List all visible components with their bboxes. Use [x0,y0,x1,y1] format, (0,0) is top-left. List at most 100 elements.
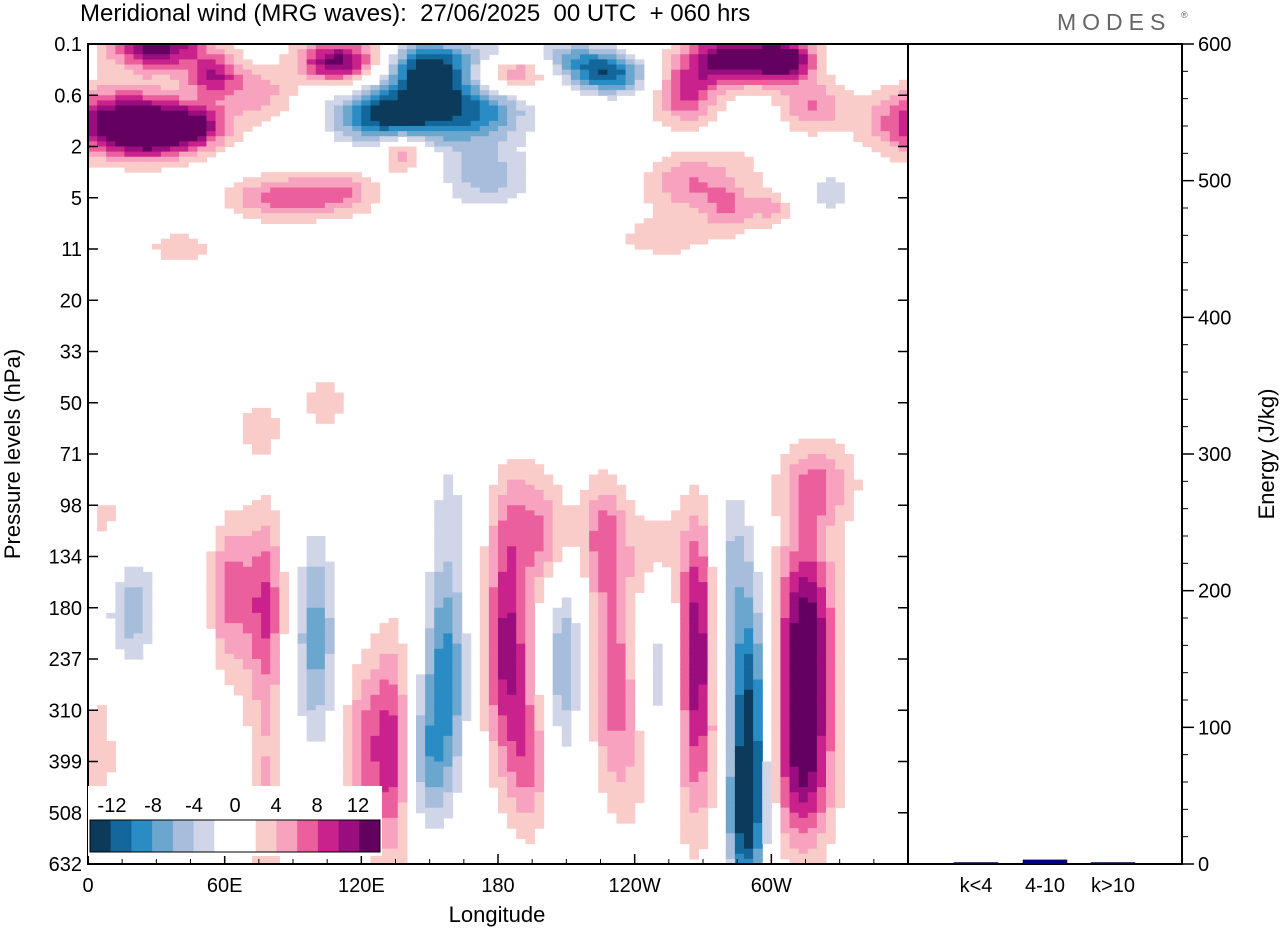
field-cell [434,725,444,732]
field-cell [388,689,399,696]
field-cell [334,407,344,414]
field-cell [434,525,444,532]
field-cell [780,202,791,209]
field-cell [88,90,98,96]
field-cell [734,694,745,701]
field-cell [807,44,818,50]
field-cell [762,817,772,824]
field-cell [461,141,472,148]
field-cell [689,674,700,681]
field-cell [261,536,271,542]
field-cell [443,643,454,650]
field-cell [133,85,144,91]
field-cell [115,141,126,148]
field-cell [652,541,663,547]
field-cell [753,54,763,60]
field-cell [570,69,581,76]
field-cell [744,797,754,804]
field-cell [343,126,353,132]
field-cell [315,587,326,593]
field-cell [507,782,517,788]
field-cell [789,582,800,588]
field-cell [634,536,645,542]
field-cell [261,192,271,199]
field-cell [753,705,763,711]
field-cell [634,787,645,793]
field-cell [598,495,608,501]
field-cell [507,694,517,701]
field-cell [461,177,472,183]
field-cell [671,59,681,66]
field-cell [315,49,326,55]
field-cell [179,59,189,66]
field-cell [753,218,763,224]
field-cell [525,525,536,532]
field-cell [625,689,636,696]
field-cell [124,54,135,60]
field-cell [698,817,709,824]
field-cell [224,126,235,132]
field-cell [425,720,435,727]
field-cell [488,664,499,670]
field-cell [498,623,508,629]
field-cell [525,710,536,716]
field-cell [689,730,700,737]
field-cell [315,577,326,583]
field-cell [461,674,472,681]
field-cell [689,223,700,230]
field-cell [461,638,472,645]
field-cell [634,74,645,81]
field-cell [525,715,536,722]
field-cell [379,105,390,112]
field-cell [425,771,435,778]
field-cell [580,49,590,55]
field-cell [698,79,709,86]
field-cell [252,592,262,599]
field-cell [689,510,700,517]
field-cell [716,85,727,91]
field-cell [115,105,126,112]
field-cell [798,566,809,573]
field-cell [279,187,290,194]
field-cell [343,172,353,178]
field-cell [616,674,627,681]
field-cell [388,710,399,716]
field-cell [662,156,672,163]
field-cell [753,730,763,737]
field-cell [361,59,372,66]
field-cell [279,213,290,219]
field-cell [771,694,782,701]
field-cell [106,44,116,50]
field-cell [652,100,663,107]
field-cell [589,85,599,91]
field-cell [343,715,353,722]
field-cell [242,64,253,71]
field-cell [525,705,536,711]
field-cell [261,853,271,860]
field-cell [324,664,335,670]
field-cell [625,700,636,706]
field-cell [279,69,290,76]
field-cell [798,479,809,486]
field-cell [470,74,481,81]
field-cell [725,202,736,209]
field-cell [406,100,417,107]
field-cell [88,756,98,763]
field-cell [771,633,782,640]
field-cell [507,459,517,465]
field-cell [762,807,772,814]
field-cell [780,817,791,824]
field-cell [224,597,235,604]
field-cell [780,730,791,737]
field-cell [206,59,217,66]
field-cell [725,787,736,793]
field-cell [698,90,709,96]
field-cell [361,49,372,55]
field-cell [807,54,818,60]
field-cell [242,433,253,440]
field-cell [734,44,745,50]
field-cell [734,515,745,522]
field-cell [771,689,782,696]
field-cell [625,556,636,563]
field-cell [625,546,636,552]
